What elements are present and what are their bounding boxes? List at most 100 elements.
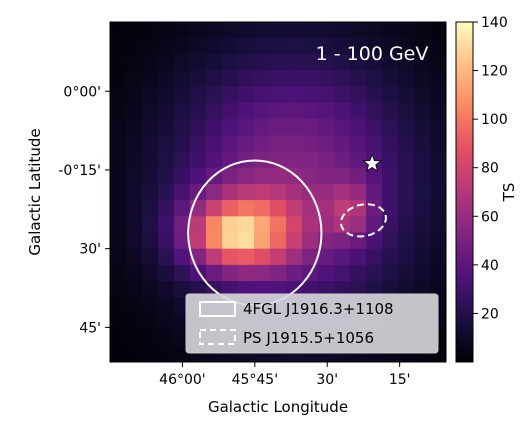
heatmap-pixel xyxy=(382,54,399,72)
heatmap-pixel xyxy=(142,281,159,298)
heatmap-pixel xyxy=(398,135,415,153)
heatmap-pixel xyxy=(254,232,271,250)
legend-solid-swatch xyxy=(199,301,236,317)
x-tick-label: 15' xyxy=(389,372,411,388)
heatmap-pixel xyxy=(318,135,335,153)
heatmap-pixel xyxy=(366,135,383,153)
heatmap-pixel xyxy=(142,345,159,362)
heatmap-pixel xyxy=(110,102,127,120)
heatmap-pixel xyxy=(398,200,415,217)
heatmap-pixel xyxy=(254,70,271,88)
heatmap-pixel xyxy=(158,329,175,347)
heatmap-pixel xyxy=(206,248,223,266)
heatmap-pixel xyxy=(430,22,446,39)
heatmap-pixel xyxy=(350,102,367,120)
heatmap-pixel xyxy=(174,70,191,88)
heatmap-pixel xyxy=(142,200,159,217)
heatmap-pixel xyxy=(270,38,287,55)
heatmap-pixel xyxy=(126,54,143,72)
heatmap-pixel xyxy=(414,54,431,72)
heatmap-pixel xyxy=(398,264,415,282)
heatmap-pixel xyxy=(142,183,159,201)
heatmap-pixel xyxy=(238,70,255,88)
heatmap-pixel xyxy=(190,232,207,250)
heatmap-pixel xyxy=(110,329,127,347)
heatmap-pixel xyxy=(238,216,255,234)
heatmap-pixel xyxy=(382,264,399,282)
heatmap-pixel xyxy=(286,216,303,234)
heatmap-pixel xyxy=(270,200,287,217)
heatmap-pixel xyxy=(142,264,159,282)
heatmap-pixel xyxy=(334,86,351,104)
heatmap-pixel xyxy=(238,264,255,282)
heatmap-pixel xyxy=(126,248,143,266)
heatmap-pixel xyxy=(206,38,223,55)
heatmap-pixel xyxy=(206,216,223,234)
heatmap-pixel xyxy=(206,119,223,136)
heatmap-pixel xyxy=(110,264,127,282)
heatmap-pixel xyxy=(238,167,255,185)
heatmap-pixel xyxy=(110,38,127,55)
plot-frame xyxy=(109,21,447,363)
heatmap-pixel xyxy=(158,183,175,201)
heatmap-pixel xyxy=(142,297,159,315)
heatmap-pixel xyxy=(110,119,127,136)
heatmap-pixel xyxy=(430,248,446,266)
heatmap-pixel xyxy=(350,22,367,39)
heatmap-pixel xyxy=(430,216,446,234)
heatmap-pixel xyxy=(174,135,191,153)
heatmap-pixel xyxy=(126,264,143,282)
heatmap-pixel xyxy=(158,86,175,104)
heatmap-pixel xyxy=(126,167,143,185)
heatmap-pixel xyxy=(334,248,351,266)
colorbar-tick-label: 80 xyxy=(481,161,499,177)
heatmap-pixel xyxy=(382,151,399,169)
heatmap-pixel xyxy=(398,248,415,266)
heatmap-pixel xyxy=(206,232,223,250)
heatmap-pixel xyxy=(286,119,303,136)
heatmap-pixel xyxy=(398,86,415,104)
heatmap-pixel xyxy=(270,264,287,282)
heatmap-pixel xyxy=(142,70,159,88)
heatmap-pixel xyxy=(414,151,431,169)
heatmap-pixel xyxy=(318,102,335,120)
heatmap-pixel xyxy=(414,216,431,234)
heatmap-pixel xyxy=(286,22,303,39)
heatmap-pixel xyxy=(334,216,351,234)
heatmap-pixel xyxy=(414,22,431,39)
heatmap-pixel xyxy=(302,102,319,120)
heatmap-pixel xyxy=(350,248,367,266)
heatmap-pixel xyxy=(238,22,255,39)
heatmap-pixel xyxy=(174,264,191,282)
heatmap-pixel xyxy=(366,183,383,201)
heatmap-pixel xyxy=(350,216,367,234)
heatmap-pixel xyxy=(110,22,127,39)
heatmap-pixel xyxy=(238,183,255,201)
heatmap-pixel xyxy=(158,313,175,331)
heatmap-pixel xyxy=(334,167,351,185)
x-tick-label: 46°00' xyxy=(159,372,205,388)
heatmap-pixel xyxy=(238,200,255,217)
heatmap-pixel xyxy=(318,264,335,282)
heatmap-pixel xyxy=(126,232,143,250)
heatmap-pixel xyxy=(222,232,239,250)
heatmap-pixel xyxy=(350,264,367,282)
heatmap-pixel xyxy=(206,264,223,282)
heatmap-pixel xyxy=(110,313,127,331)
heatmap-pixel xyxy=(430,232,446,250)
heatmap-pixel xyxy=(254,119,271,136)
heatmap-pixel xyxy=(254,264,271,282)
heatmap-pixel xyxy=(254,216,271,234)
heatmap-pixel xyxy=(190,54,207,72)
heatmap-pixel xyxy=(190,86,207,104)
heatmap-pixel xyxy=(254,151,271,169)
heatmap-pixel xyxy=(398,216,415,234)
heatmap-pixel xyxy=(222,86,239,104)
heatmap-pixel xyxy=(286,102,303,120)
heatmap-pixel xyxy=(110,216,127,234)
heatmap-pixel xyxy=(222,119,239,136)
heatmap-pixel xyxy=(302,86,319,104)
heatmap-pixel xyxy=(318,70,335,88)
heatmap-pixel xyxy=(318,151,335,169)
heatmap-pixel xyxy=(366,248,383,266)
